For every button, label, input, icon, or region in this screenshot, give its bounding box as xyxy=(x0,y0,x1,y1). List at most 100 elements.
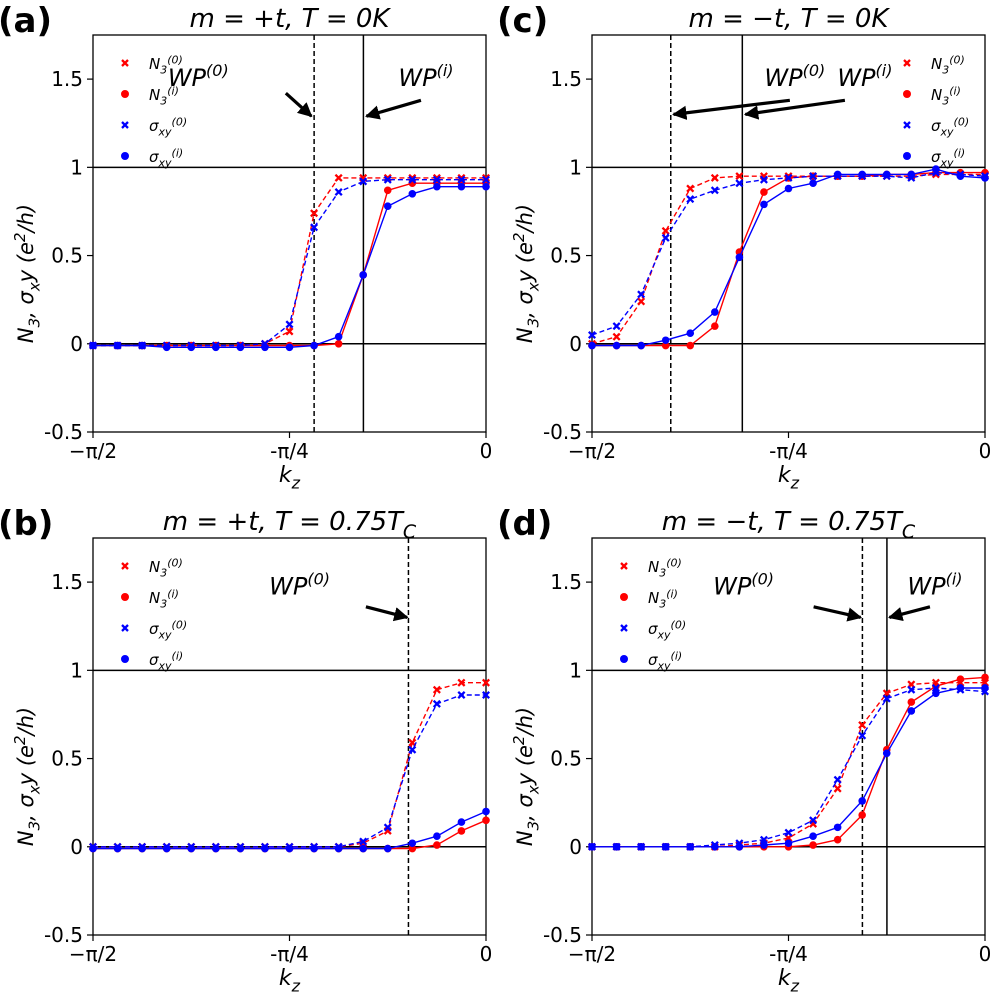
panel-label: (b) xyxy=(0,504,53,544)
x-tick-label: 0 xyxy=(979,942,992,966)
data-point xyxy=(383,175,392,184)
data-point xyxy=(784,839,793,848)
y-tick-label: 1.5 xyxy=(550,67,582,91)
series-line xyxy=(93,819,487,850)
y-tick-label: 1.5 xyxy=(550,570,582,594)
x-axis-label: kz xyxy=(778,463,800,493)
data-point xyxy=(858,170,866,179)
data-point xyxy=(711,308,719,316)
data-point xyxy=(809,179,817,188)
series-line xyxy=(592,682,985,848)
chart-panel: (a) m = +t, T = 0K -0.5 0 0.5 1 1.5 −π/2 -π/4 0 kz… xyxy=(0,1,492,493)
data-point xyxy=(882,749,891,758)
chart-title: m = +t, T = 0K xyxy=(190,4,392,34)
legend-swatch xyxy=(903,90,911,98)
y-tick-label: 1 xyxy=(70,658,83,682)
series-line xyxy=(93,694,486,848)
data-point xyxy=(433,832,441,840)
weyl-point-annotation: WP(0) xyxy=(764,61,825,92)
data-point xyxy=(637,842,645,851)
y-tick-label: 1 xyxy=(569,155,582,179)
y-tick-label: 0 xyxy=(70,332,83,356)
legend-entry: N3(i) xyxy=(149,84,179,107)
data-point xyxy=(334,339,343,348)
data-point xyxy=(212,343,220,352)
data-point xyxy=(383,186,392,195)
legend-entry: σxy(0) xyxy=(648,618,686,641)
data-point xyxy=(383,823,392,832)
x-tick-label: −π/2 xyxy=(69,942,117,966)
data-point xyxy=(408,190,417,198)
series-line xyxy=(93,177,486,347)
data-point xyxy=(784,828,793,837)
data-point xyxy=(809,172,818,181)
data-point xyxy=(113,341,122,350)
data-point xyxy=(236,844,245,853)
legend: N3(0) N3(i) σxy(0) σxy(i) xyxy=(620,556,686,673)
data-point xyxy=(212,844,220,853)
data-point xyxy=(759,835,768,844)
data-point xyxy=(481,175,491,184)
data-point xyxy=(138,844,146,853)
legend-entry: N3(i) xyxy=(648,587,678,610)
data-point xyxy=(661,233,670,242)
data-point xyxy=(907,170,916,179)
y-tick-label: 0 xyxy=(569,332,582,356)
data-point xyxy=(882,170,891,179)
y-axis-label: N3, σxy (e2/h) xyxy=(11,204,43,343)
data-point xyxy=(457,678,466,687)
legend-swatch xyxy=(620,562,628,570)
weyl-point-annotation: WP(0) xyxy=(168,61,229,92)
data-point xyxy=(457,175,466,184)
series-line xyxy=(591,171,986,336)
data-point xyxy=(833,170,842,179)
annotation-arrow xyxy=(813,605,863,622)
x-tick-label: −π/2 xyxy=(568,942,616,966)
data-point xyxy=(809,832,817,840)
data-point xyxy=(187,844,196,853)
data-point xyxy=(408,745,417,754)
y-tick-label: 0.5 xyxy=(550,747,582,771)
data-point xyxy=(457,818,466,826)
data-point xyxy=(285,844,294,853)
data-point xyxy=(310,844,318,853)
annotation-arrow xyxy=(672,98,791,120)
data-point xyxy=(735,253,744,262)
data-point xyxy=(711,842,719,851)
weyl-point-annotation: WP(0) xyxy=(269,569,330,600)
chart-title: m = −t, T = 0K xyxy=(689,4,891,34)
y-tick-label: -0.5 xyxy=(44,923,83,947)
series-line xyxy=(592,687,985,848)
data-point xyxy=(686,329,695,337)
data-point xyxy=(907,698,916,706)
data-point xyxy=(359,177,368,186)
series-line xyxy=(93,182,486,347)
data-point xyxy=(907,685,916,694)
legend: N3(0) N3(i) σxy(0) σxy(i) xyxy=(903,53,969,170)
legend-swatch xyxy=(903,152,911,160)
data-point xyxy=(661,226,670,235)
data-point xyxy=(637,297,646,306)
x-tick-label: 0 xyxy=(979,439,992,463)
data-point xyxy=(261,844,269,853)
data-point xyxy=(481,173,491,182)
data-point xyxy=(285,327,294,336)
legend-swatch xyxy=(620,624,628,632)
legend-entry: σxy(i) xyxy=(648,649,682,672)
legend-swatch xyxy=(121,593,129,601)
data-point xyxy=(359,844,367,853)
legend-swatch xyxy=(121,152,129,160)
data-point xyxy=(981,684,989,692)
data-point xyxy=(833,835,842,844)
data-point xyxy=(187,343,196,352)
data-point xyxy=(858,797,866,805)
annotation-arrow xyxy=(365,98,422,120)
series-line xyxy=(93,682,486,848)
panel-label: (c) xyxy=(497,1,548,41)
data-point xyxy=(236,343,245,352)
data-point xyxy=(759,175,768,184)
x-tick-label: 0 xyxy=(480,439,493,463)
data-point xyxy=(760,188,768,196)
data-point xyxy=(637,290,646,299)
